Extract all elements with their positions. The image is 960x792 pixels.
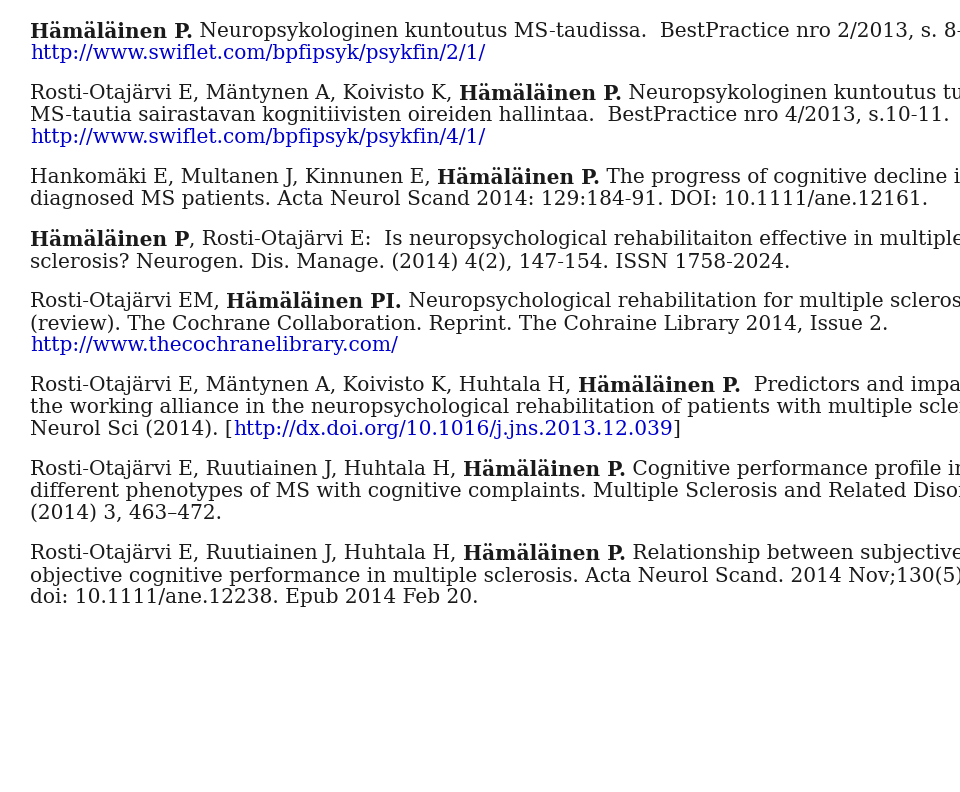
Text: Rosti-Otajärvi E, Mäntynen A, Koivisto K, Huhtala H,: Rosti-Otajärvi E, Mäntynen A, Koivisto K… (30, 376, 578, 395)
Text: MS-tautia sairastavan kognitiivisten oireiden hallintaa.  BestPractice nro 4/201: MS-tautia sairastavan kognitiivisten oir… (30, 106, 949, 125)
Text: http://www.thecochranelibrary.com/: http://www.thecochranelibrary.com/ (30, 336, 397, 355)
Text: Neurol Sci (2014). [: Neurol Sci (2014). [ (30, 420, 232, 439)
Text: ]: ] (673, 420, 681, 439)
Text: Hämäläinen P.: Hämäläinen P. (463, 544, 626, 564)
Text: Hämäläinen P: Hämäläinen P (30, 230, 189, 250)
Text: Rosti-Otajärvi E, Ruutiainen J, Huhtala H,: Rosti-Otajärvi E, Ruutiainen J, Huhtala … (30, 460, 463, 479)
Text: different phenotypes of MS with cognitive complaints. Multiple Sclerosis and Rel: different phenotypes of MS with cognitiv… (30, 482, 960, 501)
Text: Neuropsykologinen kuntoutus MS-taudissa.  BestPractice nro 2/2013, s. 8-11.: Neuropsykologinen kuntoutus MS-taudissa.… (193, 22, 960, 41)
Text: the working alliance in the neuropsychological rehabilitation of patients with m: the working alliance in the neuropsychol… (30, 398, 960, 417)
Text: http://www.swiflet.com/bpfipsyk/psykfin/4/1/: http://www.swiflet.com/bpfipsyk/psykfin/… (30, 128, 485, 147)
Text: The progress of cognitive decline in newly: The progress of cognitive decline in new… (600, 168, 960, 187)
Text: Relationship between subjective and: Relationship between subjective and (626, 544, 960, 563)
Text: doi: 10.1111/ane.12238. Epub 2014 Feb 20.: doi: 10.1111/ane.12238. Epub 2014 Feb 20… (30, 588, 478, 607)
Text: Hämäläinen P.: Hämäläinen P. (437, 168, 600, 188)
Text: (review). The Cochrane Collaboration. Reprint. The Cohraine Library 2014, Issue : (review). The Cochrane Collaboration. Re… (30, 314, 888, 333)
Text: Rosti-Otajärvi E, Mäntynen A, Koivisto K,: Rosti-Otajärvi E, Mäntynen A, Koivisto K… (30, 84, 459, 103)
Text: Hämäläinen P.: Hämäläinen P. (463, 460, 626, 480)
Text: http://dx.doi.org/10.1016/j.jns.2013.12.039: http://dx.doi.org/10.1016/j.jns.2013.12.… (232, 420, 673, 439)
Text: Rosti-Otajärvi EM,: Rosti-Otajärvi EM, (30, 292, 227, 311)
Text: Cognitive performance profile in: Cognitive performance profile in (626, 460, 960, 479)
Text: Hämäläinen P.: Hämäläinen P. (30, 22, 193, 42)
Text: Hämäläinen P.: Hämäläinen P. (459, 84, 622, 104)
Text: (2014) 3, 463–472.: (2014) 3, 463–472. (30, 504, 222, 523)
Text: http://www.swiflet.com/bpfipsyk/psykfin/2/1/: http://www.swiflet.com/bpfipsyk/psykfin/… (30, 44, 485, 63)
Text: sclerosis? Neurogen. Dis. Manage. (2014) 4(2), 147-154. ISSN 1758-2024.: sclerosis? Neurogen. Dis. Manage. (2014)… (30, 252, 790, 272)
Text: Neuropsykologinen kuntoutus tukee: Neuropsykologinen kuntoutus tukee (622, 84, 960, 103)
Text: Predictors and impact of: Predictors and impact of (741, 376, 960, 395)
Text: Rosti-Otajärvi E, Ruutiainen J, Huhtala H,: Rosti-Otajärvi E, Ruutiainen J, Huhtala … (30, 544, 463, 563)
Text: Hämäläinen P.: Hämäläinen P. (578, 376, 741, 396)
Text: , Rosti-Otajärvi E:  Is neuropsychological rehabilitaiton effective in multiple: , Rosti-Otajärvi E: Is neuropsychologica… (189, 230, 960, 249)
Text: Neuropsychological rehabilitation for multiple sclerosis: Neuropsychological rehabilitation for mu… (402, 292, 960, 311)
Text: Hankomäki E, Multanen J, Kinnunen E,: Hankomäki E, Multanen J, Kinnunen E, (30, 168, 437, 187)
Text: Hämäläinen PI.: Hämäläinen PI. (227, 292, 402, 312)
Text: diagnosed MS patients. Acta Neurol Scand 2014: 129:184-91. DOI: 10.1111/ane.1216: diagnosed MS patients. Acta Neurol Scand… (30, 190, 928, 209)
Text: objective cognitive performance in multiple sclerosis. Acta Neurol Scand. 2014 N: objective cognitive performance in multi… (30, 566, 960, 585)
